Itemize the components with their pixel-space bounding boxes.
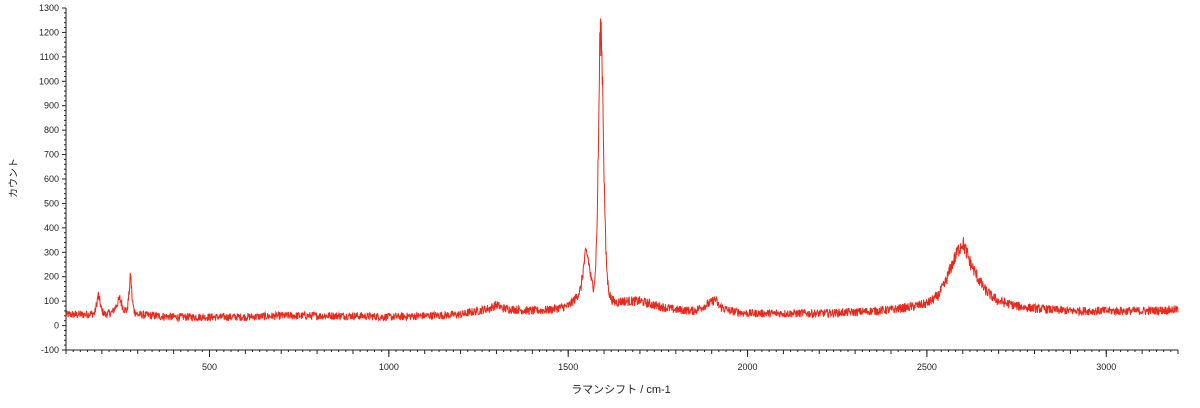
y-tick-label: 1000: [39, 76, 59, 86]
y-tick-label: 0: [54, 321, 59, 331]
x-tick-label: 2000: [738, 362, 758, 372]
y-tick-label: 800: [44, 125, 59, 135]
y-tick-label: -100: [41, 345, 59, 355]
x-tick-label: 3000: [1096, 362, 1116, 372]
y-tick-label: 400: [44, 223, 59, 233]
x-tick-label: 500: [202, 362, 217, 372]
y-ticks: -100 0 100 200 300 400 500 600 700 800 900 1000 1100…: [39, 3, 66, 355]
y-tick-label: 500: [44, 198, 59, 208]
y-tick-label: 300: [44, 247, 59, 257]
x-tick-label: 1000: [379, 362, 399, 372]
series-line: [65, 18, 1179, 323]
y-tick-label: 200: [44, 272, 59, 282]
y-tick-label: 900: [44, 101, 59, 111]
x-tick-label: 1500: [558, 362, 578, 372]
y-tick-label: 1200: [39, 27, 59, 37]
y-tick-label: 700: [44, 150, 59, 160]
x-ticks: 500 1000 1500 2000 2500 3000: [65, 350, 1179, 372]
y-tick-label: 100: [44, 296, 59, 306]
y-tick-label: 1100: [40, 52, 59, 62]
y-axis-label: カウント: [8, 158, 20, 198]
y-tick-label: 1300: [39, 3, 59, 13]
x-axis-label: ラマンシフト / cm-1: [571, 384, 671, 396]
x-tick-label: 2500: [917, 362, 937, 372]
y-tick-label: 600: [44, 174, 59, 184]
